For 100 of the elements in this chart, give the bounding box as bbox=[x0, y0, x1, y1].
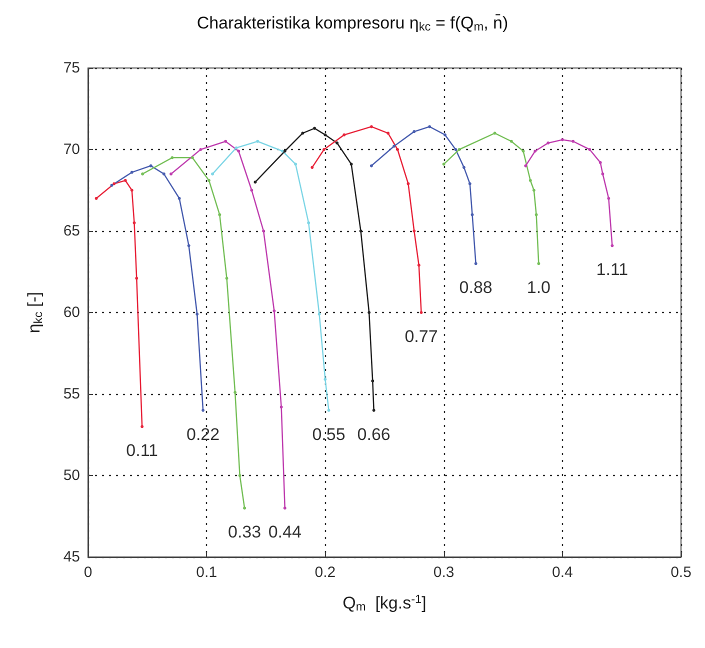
point bbox=[190, 156, 194, 160]
series-label: 0.55 bbox=[312, 424, 346, 444]
point bbox=[417, 264, 420, 267]
point bbox=[238, 474, 242, 477]
series-label: 0.77 bbox=[404, 327, 438, 346]
point bbox=[211, 172, 214, 176]
point bbox=[237, 150, 240, 153]
series-label: 1.11 bbox=[596, 260, 628, 280]
point bbox=[350, 162, 353, 166]
y-tick-label: 50 bbox=[63, 467, 80, 484]
series-label: 0.11 bbox=[126, 441, 158, 460]
point bbox=[458, 148, 461, 151]
point bbox=[283, 506, 286, 510]
point bbox=[524, 164, 528, 168]
point bbox=[132, 221, 136, 224]
point bbox=[468, 182, 472, 186]
point bbox=[370, 125, 373, 128]
point bbox=[442, 162, 446, 166]
point bbox=[371, 379, 374, 382]
x-tick-label: 0.1 bbox=[196, 564, 218, 581]
series-label: 0.66 bbox=[357, 424, 390, 444]
point bbox=[135, 276, 138, 280]
point bbox=[149, 164, 152, 168]
point bbox=[141, 172, 144, 176]
point bbox=[243, 506, 246, 510]
point bbox=[370, 164, 373, 168]
point bbox=[572, 140, 575, 143]
point bbox=[112, 182, 116, 186]
point bbox=[454, 148, 458, 151]
y-tick-label: 60 bbox=[63, 304, 80, 321]
point bbox=[294, 162, 298, 166]
point bbox=[474, 262, 478, 266]
line-series bbox=[211, 140, 330, 412]
point bbox=[170, 172, 173, 176]
point bbox=[324, 133, 327, 136]
point bbox=[607, 196, 610, 200]
point bbox=[162, 172, 166, 176]
point bbox=[283, 150, 286, 153]
point bbox=[342, 133, 346, 136]
point bbox=[588, 148, 592, 151]
point bbox=[178, 196, 181, 200]
series-label: 0.88 bbox=[459, 278, 492, 298]
point bbox=[234, 146, 238, 150]
point bbox=[601, 172, 604, 176]
series-label: 0.44 bbox=[268, 522, 302, 542]
point bbox=[225, 276, 228, 280]
point bbox=[532, 188, 536, 192]
point bbox=[318, 312, 321, 316]
x-tick-label: 0.5 bbox=[670, 564, 692, 581]
point bbox=[187, 244, 190, 248]
point bbox=[234, 390, 237, 394]
point bbox=[412, 130, 416, 134]
point bbox=[406, 182, 410, 186]
series-label: 1.0 bbox=[526, 278, 550, 298]
point bbox=[130, 188, 134, 192]
point bbox=[307, 221, 310, 224]
point bbox=[199, 148, 202, 151]
point bbox=[224, 140, 228, 143]
point bbox=[256, 140, 260, 143]
series-label: 0.22 bbox=[186, 424, 220, 444]
point bbox=[522, 150, 525, 153]
point bbox=[493, 132, 496, 135]
x-tick-label: 0 bbox=[84, 564, 92, 581]
point bbox=[310, 166, 314, 169]
point bbox=[301, 132, 304, 135]
point bbox=[386, 132, 390, 135]
point bbox=[272, 309, 276, 312]
point bbox=[412, 230, 416, 232]
point bbox=[534, 213, 538, 216]
point bbox=[110, 184, 114, 187]
series-label: 0.33 bbox=[228, 522, 262, 542]
point bbox=[196, 312, 199, 316]
y-tick-label: 65 bbox=[63, 222, 80, 240]
point bbox=[254, 180, 257, 184]
y-axis-title: ηkc [-] bbox=[24, 292, 45, 334]
point bbox=[218, 213, 222, 216]
point bbox=[140, 425, 144, 428]
point bbox=[546, 141, 550, 144]
point bbox=[372, 408, 376, 412]
point bbox=[462, 166, 466, 169]
point bbox=[443, 133, 446, 136]
x-tick-label: 0.2 bbox=[314, 564, 336, 581]
y-tick-label: 70 bbox=[63, 141, 80, 158]
line-series bbox=[310, 125, 423, 314]
point bbox=[368, 311, 371, 314]
point bbox=[313, 126, 316, 130]
point bbox=[94, 196, 98, 200]
point bbox=[170, 156, 174, 160]
point bbox=[124, 178, 127, 182]
point bbox=[327, 408, 330, 412]
point bbox=[130, 170, 134, 174]
point bbox=[280, 406, 283, 409]
point bbox=[598, 161, 602, 164]
y-tick-label: 75 bbox=[63, 60, 80, 76]
point bbox=[202, 408, 205, 412]
point bbox=[610, 244, 614, 248]
point bbox=[537, 262, 540, 266]
x-tick-label: 0.3 bbox=[433, 564, 454, 581]
x-tick-label: 0.4 bbox=[552, 564, 573, 581]
point bbox=[420, 311, 423, 314]
